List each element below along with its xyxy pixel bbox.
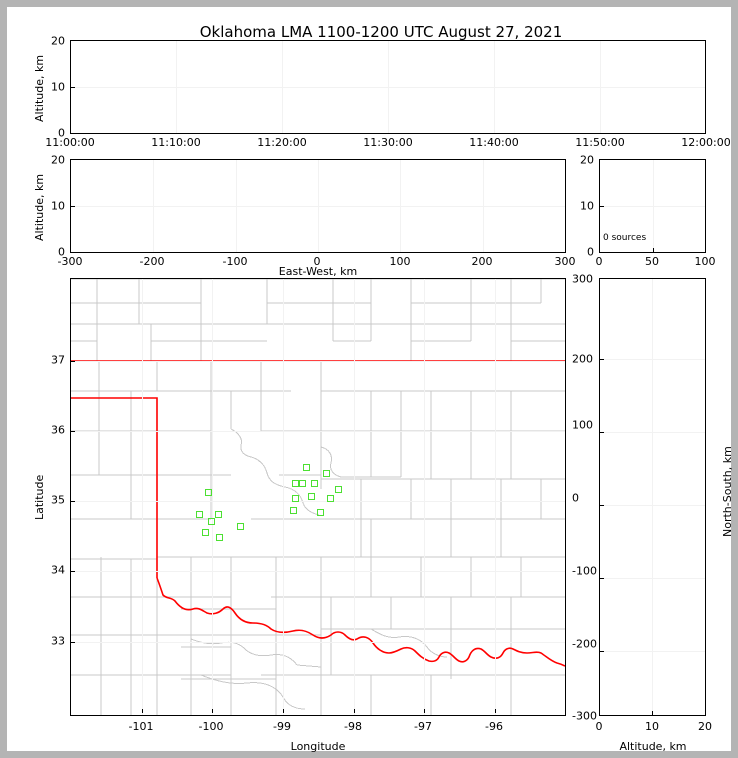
map-xtick-0: -101 bbox=[128, 720, 154, 733]
p1-xtick-3: 11:30:00 bbox=[363, 136, 413, 149]
map-xtick-1: -100 bbox=[198, 720, 224, 733]
lma-source-marker bbox=[291, 480, 299, 488]
source-count-annotation: 0 sources bbox=[603, 233, 647, 243]
p1-ytick-20: 20 bbox=[51, 34, 65, 48]
p1-xtick-0: 11:00:00 bbox=[45, 136, 95, 149]
lma-source-marker bbox=[326, 494, 334, 502]
figure-canvas: Oklahoma LMA 1100-1200 UTC August 27, 20… bbox=[7, 7, 734, 753]
panel-map-plan-view[interactable] bbox=[70, 278, 566, 716]
p1-ylabel: Altitude, km bbox=[33, 54, 46, 122]
p1-xtick-6: 12:00:00 bbox=[681, 136, 731, 149]
p2-xtick-1: -200 bbox=[139, 255, 165, 268]
p1-ytick-10: 10 bbox=[51, 80, 65, 94]
p2-xtick-4: 100 bbox=[389, 255, 411, 268]
map-xtick-3: -98 bbox=[344, 720, 362, 733]
p2-ytick-20: 20 bbox=[51, 153, 65, 167]
lma-source-marker bbox=[302, 464, 310, 472]
lma-source-marker bbox=[214, 510, 222, 518]
p2-xtick-0: -300 bbox=[57, 255, 83, 268]
lma-source-marker bbox=[298, 480, 306, 488]
p1-ytick-0: 0 bbox=[58, 126, 65, 140]
p1-xtick-5: 11:50:00 bbox=[575, 136, 625, 149]
lma-source-marker bbox=[216, 533, 223, 541]
lma-source-marker bbox=[335, 485, 343, 493]
panel-eastwest-altitude[interactable] bbox=[70, 159, 566, 253]
map-ytick-37: 37 bbox=[51, 353, 65, 367]
lma-source-markers bbox=[71, 279, 565, 715]
map-right-tick-300: 300 bbox=[572, 272, 593, 286]
map-xtick-4: -97 bbox=[414, 720, 432, 733]
map-ytick-34: 34 bbox=[51, 563, 65, 577]
map-geography bbox=[71, 279, 565, 715]
map-right-tick-m200: -200 bbox=[572, 637, 597, 651]
map-right-tick-200: 200 bbox=[572, 352, 593, 366]
lma-source-marker bbox=[237, 523, 245, 531]
p5-ylabel: North-South, km bbox=[721, 446, 734, 537]
lma-source-marker bbox=[208, 517, 216, 525]
lma-source-marker bbox=[316, 508, 324, 516]
lma-source-marker bbox=[291, 494, 299, 502]
p1-xtick-4: 11:40:00 bbox=[469, 136, 519, 149]
p3-xtick-1: 50 bbox=[645, 255, 659, 268]
p5-xtick-0: 0 bbox=[595, 720, 603, 733]
p3-xtick-0: 0 bbox=[595, 255, 603, 268]
lma-source-marker bbox=[201, 528, 209, 536]
map-right-tick-m100: -100 bbox=[572, 564, 597, 578]
lma-source-marker bbox=[307, 492, 315, 500]
map-xtick-5: -96 bbox=[485, 720, 503, 733]
lma-source-marker bbox=[196, 510, 204, 518]
lma-source-marker bbox=[322, 469, 330, 477]
p2-ytick-10: 10 bbox=[51, 199, 65, 213]
map-xtick-2: -99 bbox=[273, 720, 291, 733]
p5-xtick-20: 20 bbox=[698, 720, 712, 733]
p2-xtick-2: -100 bbox=[222, 255, 248, 268]
p2-ylabel: Altitude, km bbox=[33, 173, 46, 241]
map-ytick-35: 35 bbox=[51, 493, 65, 507]
map-right-tick-m300: -300 bbox=[572, 709, 597, 723]
map-xlabel: Longitude bbox=[290, 740, 346, 753]
map-ytick-33: 33 bbox=[51, 634, 65, 648]
map-svg bbox=[71, 279, 565, 715]
p2-xtick-3: 0 bbox=[313, 255, 321, 268]
p1-xtick-1: 11:10:00 bbox=[151, 136, 201, 149]
panel-time-altitude[interactable] bbox=[70, 40, 706, 134]
map-right-tick-0: 0 bbox=[572, 491, 579, 505]
p2-xtick-6: 300 bbox=[554, 255, 576, 268]
p1-xtick-2: 11:20:00 bbox=[257, 136, 307, 149]
p2-xlabel: East-West, km bbox=[278, 265, 358, 278]
p2-ytick-0: 0 bbox=[58, 245, 65, 259]
map-ytick-36: 36 bbox=[51, 423, 65, 437]
p5-xtick-10: 10 bbox=[645, 720, 659, 733]
p3-xtick-2: 100 bbox=[694, 255, 716, 268]
p3-ytick-0: 0 bbox=[587, 245, 594, 259]
panel-altitude-histogram[interactable] bbox=[599, 159, 706, 253]
lma-source-marker bbox=[311, 480, 319, 488]
panel-altitude-northsouth[interactable] bbox=[599, 278, 706, 716]
p3-ytick-20: 20 bbox=[580, 153, 594, 167]
p3-ytick-10: 10 bbox=[580, 199, 594, 213]
map-ylabel: Latitude bbox=[33, 474, 46, 520]
lma-source-marker bbox=[290, 507, 298, 515]
lma-source-marker bbox=[205, 489, 213, 497]
figure-title: Oklahoma LMA 1100-1200 UTC August 27, 20… bbox=[199, 23, 563, 41]
p2-xtick-5: 200 bbox=[471, 255, 493, 268]
map-right-tick-100: 100 bbox=[572, 418, 593, 432]
p5-xlabel: Altitude, km bbox=[619, 740, 687, 753]
